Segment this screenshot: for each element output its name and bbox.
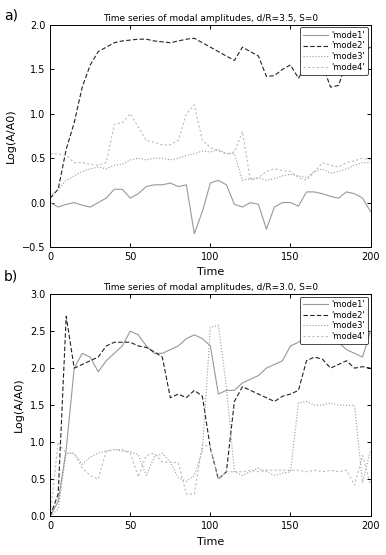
X-axis label: Time: Time [197,268,224,278]
Legend: 'mode1', 'mode2', 'mode3', 'mode4': 'mode1', 'mode2', 'mode3', 'mode4' [300,297,368,344]
Y-axis label: Log(A/A0): Log(A/A0) [6,109,16,163]
Text: b): b) [4,269,18,283]
Title: Time series of modal amplitudes, d/R=3.0, S=0: Time series of modal amplitudes, d/R=3.0… [103,283,318,292]
Legend: 'mode1', 'mode2', 'mode3', 'mode4': 'mode1', 'mode2', 'mode3', 'mode4' [300,28,368,75]
X-axis label: Time: Time [197,537,224,547]
Text: a): a) [4,8,18,22]
Title: Time series of modal amplitudes, d/R=3.5, S=0: Time series of modal amplitudes, d/R=3.5… [103,14,318,23]
Y-axis label: Log(A/A0): Log(A/A0) [14,378,24,432]
